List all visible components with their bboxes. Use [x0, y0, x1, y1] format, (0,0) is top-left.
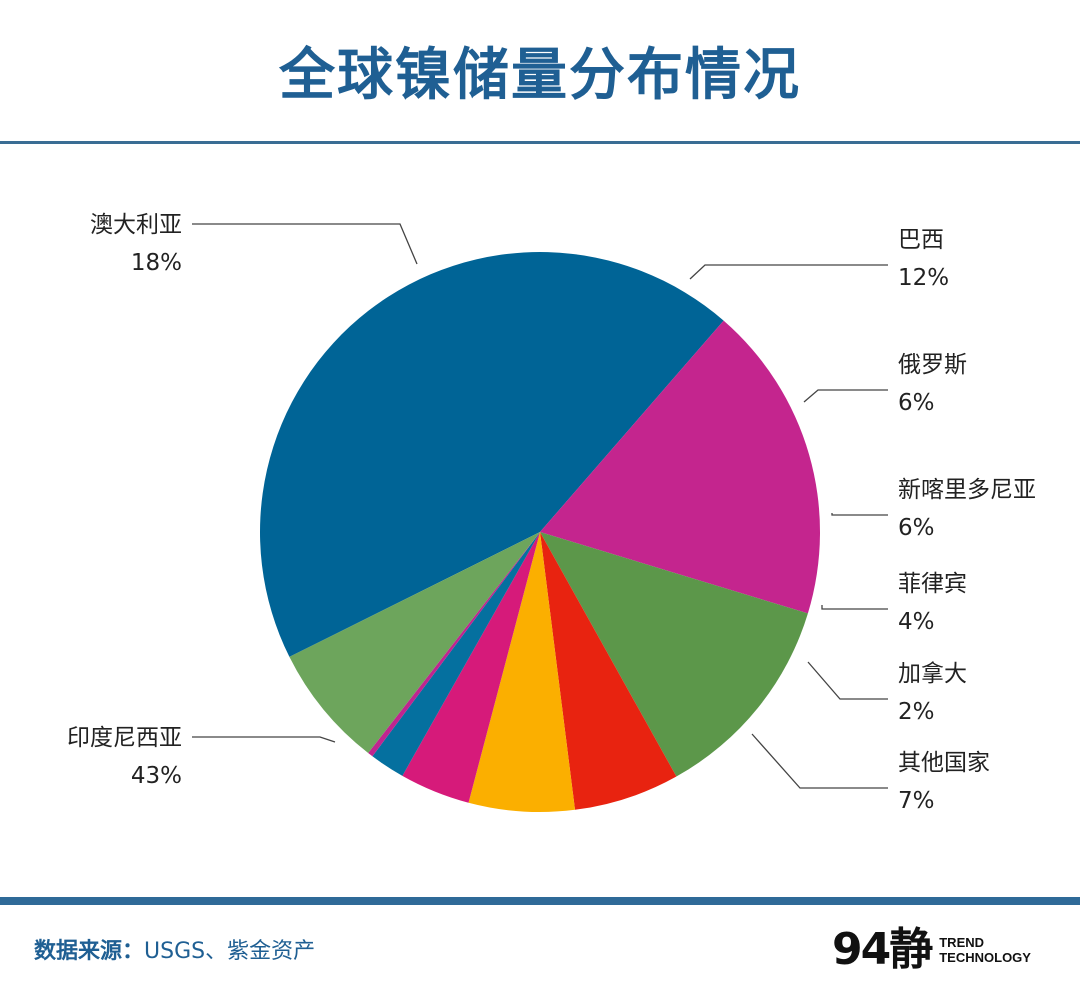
- slice-label-4: 新喀里多尼亚 6%: [831, 477, 1036, 541]
- footer-divider: [0, 897, 1080, 905]
- slice-percent-label: 7%: [898, 788, 935, 814]
- leader-line-6: [807, 661, 888, 700]
- pie-slice-8: [289, 532, 540, 754]
- data-source-value: USGS、紫金资产: [144, 939, 316, 964]
- pie-slice-3: [540, 532, 677, 810]
- slice-name-label: 俄罗斯: [898, 352, 967, 378]
- pie-slice-5: [402, 532, 540, 803]
- leader-line-1: [192, 223, 418, 265]
- pie-slice-7: [368, 532, 540, 757]
- logo-text: TREND TECHNOLOGY: [939, 935, 1031, 965]
- leader-line-0: [192, 736, 336, 743]
- leader-line-5: [821, 605, 888, 610]
- slice-percent-label: 6%: [898, 515, 935, 541]
- slice-label-6: 加拿大 2%: [807, 660, 967, 725]
- slice-percent-label: 43%: [131, 763, 182, 789]
- slice-percent-label: 12%: [898, 265, 949, 291]
- pie-slice-4: [468, 532, 576, 812]
- slice-label-8: 其他国家 7%: [751, 733, 990, 814]
- leader-line-3: [803, 389, 888, 403]
- slice-name-label: 印度尼西亚: [67, 725, 182, 751]
- slice-name-label: 其他国家: [898, 750, 990, 776]
- slice-label-0: 印度尼西亚 43%: [67, 725, 336, 789]
- data-source: 数据来源：USGS、紫金资产: [34, 933, 315, 965]
- pie-slice-2: [540, 532, 808, 777]
- title-divider: [0, 141, 1080, 144]
- slice-percent-label: 18%: [131, 250, 182, 276]
- logo-mark: 94静: [832, 924, 933, 975]
- slice-name-label: 巴西: [898, 227, 944, 253]
- slice-name-label: 新喀里多尼亚: [898, 477, 1036, 503]
- logo-text-line1: TREND: [939, 935, 985, 950]
- leader-line-2: [689, 264, 888, 280]
- pie-slice-0: [259, 251, 724, 657]
- slice-name-label: 加拿大: [898, 660, 967, 687]
- slice-percent-label: 6%: [898, 390, 935, 416]
- slice-label-5: 菲律宾 4%: [821, 571, 967, 635]
- leader-line-4: [831, 513, 888, 516]
- slice-label-3: 俄罗斯 6%: [803, 352, 967, 416]
- slice-name-label: 澳大利亚: [90, 212, 182, 238]
- slice-percent-label: 4%: [898, 609, 935, 635]
- data-source-label: 数据来源：: [34, 939, 145, 964]
- brand-logo: 94静 TREND TECHNOLOGY: [832, 922, 1031, 978]
- slice-percent-label: 2%: [898, 699, 935, 725]
- leader-line-8: [751, 733, 888, 789]
- pie-slice-6: [372, 532, 540, 776]
- pie-chart: 印度尼西亚 43% 澳大利亚 18% 巴西 12% 俄罗斯 6% 新喀里多尼亚 6% 菲律宾 4% 加拿…: [67, 212, 1036, 814]
- slice-label-2: 巴西 12%: [689, 227, 949, 291]
- logo-text-line2: TECHNOLOGY: [939, 950, 1031, 965]
- pie-slice-1: [540, 320, 821, 614]
- slice-label-1: 澳大利亚 18%: [90, 212, 418, 276]
- slice-name-label: 菲律宾: [898, 571, 967, 597]
- chart-title: 全球镍储量分布情况: [279, 43, 801, 108]
